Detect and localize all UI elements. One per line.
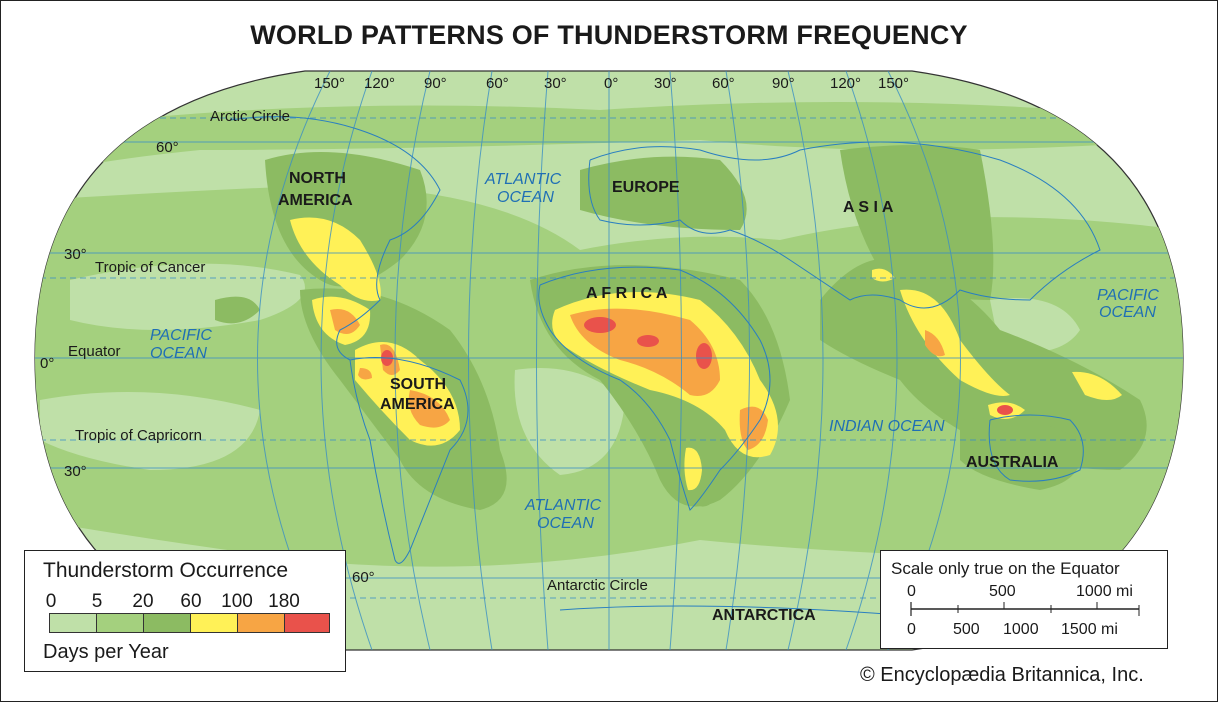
legend-tick-100: 100 <box>221 591 253 612</box>
scale-km-1000: 1000 <box>1003 621 1039 638</box>
lon-label-150e: 150° <box>878 75 909 92</box>
legend-title: Thunderstorm Occurrence <box>43 559 289 582</box>
legend-swatch-100-180 <box>237 613 285 633</box>
lon-label-90e: 90° <box>772 75 795 92</box>
legend-tick-20: 20 <box>132 591 154 612</box>
lon-label-120e: 120° <box>830 75 861 92</box>
lat-label-60n: 60° <box>156 139 179 156</box>
antarctica-label: ANTARCTICA <box>712 607 816 624</box>
tropic-of-capricorn-label: Tropic of Capricorn <box>75 427 202 444</box>
lat-label-30s: 30° <box>64 463 87 480</box>
pacific-west-label-2: OCEAN <box>1099 304 1156 321</box>
antarctic-circle-label: Antarctic Circle <box>547 577 648 594</box>
south-america-label-2: AMERICA <box>380 396 455 413</box>
legend-swatch-180-plus <box>284 613 330 633</box>
scale-bar <box>910 602 1140 616</box>
scale-mi-1000: 1000 mi <box>1076 583 1133 600</box>
legend-swatch-5-20 <box>96 613 144 633</box>
scale-km-1500: 1500 mi <box>1061 621 1118 638</box>
lon-label-120w: 120° <box>364 75 395 92</box>
europe-label: EUROPE <box>612 179 680 196</box>
south-america-label-1: SOUTH <box>390 376 446 393</box>
legend-swatch-60-100 <box>190 613 238 633</box>
legend-swatch-20-60 <box>143 613 191 633</box>
lon-label-90w: 90° <box>424 75 447 92</box>
lat-label-30n: 30° <box>64 246 87 263</box>
map-title: WORLD PATTERNS OF THUNDERSTORM FREQUENCY <box>250 20 968 50</box>
lon-label-30w: 30° <box>544 75 567 92</box>
scale-box: Scale only true on the Equator 0 500 100… <box>880 550 1168 649</box>
pacific-west-label-1: PACIFIC <box>1097 287 1159 304</box>
tropic-of-cancer-label: Tropic of Cancer <box>95 259 205 276</box>
legend-tick-180: 180 <box>268 591 300 612</box>
lat-label-60s: 60° <box>352 569 375 586</box>
lat-label-0: 0° <box>40 355 54 372</box>
legend-tick-0: 0 <box>45 591 57 612</box>
africa-label: A F R I C A <box>586 285 668 302</box>
legend: Thunderstorm Occurrence 0 5 20 60 100 18… <box>24 550 346 672</box>
north-america-label-2: AMERICA <box>278 192 353 209</box>
legend-tick-5: 5 <box>91 591 103 612</box>
legend-unit: Days per Year <box>43 641 169 663</box>
atlantic-south-label-2: OCEAN <box>537 515 594 532</box>
asia-label: A S I A <box>843 199 894 216</box>
scale-km-500: 500 <box>953 621 980 638</box>
lon-label-0: 0° <box>604 75 618 92</box>
band-180-plus <box>381 317 1013 415</box>
copyright-credit: © Encyclopædia Britannica, Inc. <box>860 664 1144 686</box>
pacific-east-label-1: PACIFIC <box>150 327 212 344</box>
coastlines <box>229 116 1101 616</box>
arctic-circle-label: Arctic Circle <box>210 108 290 125</box>
pacific-east-label-2: OCEAN <box>150 345 207 362</box>
scale-title: Scale only true on the Equator <box>891 559 1120 578</box>
north-america-label-1: NORTH <box>289 170 346 187</box>
lon-label-150w: 150° <box>314 75 345 92</box>
atlantic-south-label-1: ATLANTIC <box>524 497 602 514</box>
scale-km-0: 0 <box>907 621 916 638</box>
atlantic-north-label-1: ATLANTIC <box>484 171 562 188</box>
lon-label-30e: 30° <box>654 75 677 92</box>
indian-ocean-label: INDIAN OCEAN <box>829 418 945 435</box>
lon-label-60w: 60° <box>486 75 509 92</box>
scale-mi-0: 0 <box>907 583 916 600</box>
scale-mi-500: 500 <box>989 583 1016 600</box>
lon-label-60e: 60° <box>712 75 735 92</box>
legend-tick-60: 60 <box>180 591 202 612</box>
atlantic-north-label-2: OCEAN <box>497 189 554 206</box>
legend-swatch-0-5 <box>49 613 97 633</box>
australia-label: AUSTRALIA <box>966 454 1059 471</box>
equator-label: Equator <box>68 343 121 360</box>
